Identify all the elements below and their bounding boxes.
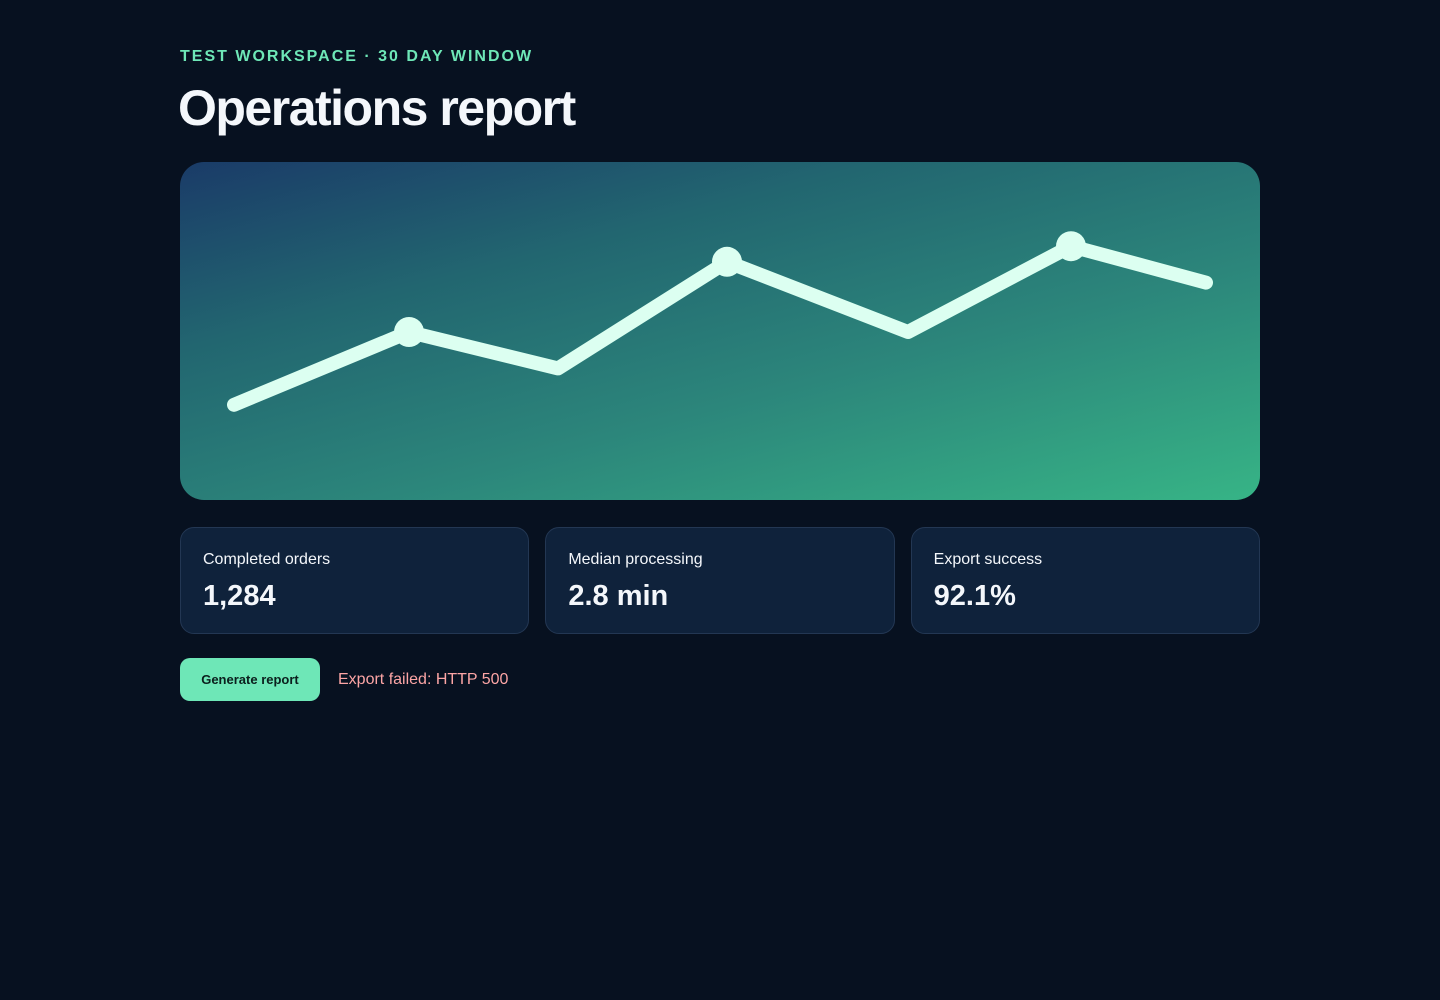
page-title: Operations report xyxy=(178,80,576,136)
median-processing-label: Median processing xyxy=(568,551,703,568)
operations-trend-chart xyxy=(180,162,1260,500)
workspace-window-label: Test workspace · 30 day window xyxy=(180,48,534,65)
export-success-label: Export success xyxy=(933,551,1043,568)
completed-orders-card: Completed orders 1,284 xyxy=(180,527,530,634)
operations-trend-chart-svg xyxy=(227,231,1213,412)
report-actions: Generate report Export failed: HTTP 500 xyxy=(180,658,508,701)
completed-orders-label: Completed orders xyxy=(203,551,331,568)
generate-report-button[interactable]: Generate report xyxy=(180,658,320,701)
trend-point-3 xyxy=(1056,231,1086,262)
trend-point-1 xyxy=(394,317,424,347)
trend-points xyxy=(394,231,1086,347)
trend-point-2 xyxy=(712,246,742,277)
export-error-message: Export failed: HTTP 500 xyxy=(338,670,509,688)
export-success-card: Export success 92.1% xyxy=(910,527,1260,634)
completed-orders-value: 1,284 xyxy=(203,580,276,612)
median-processing-card: Median processing 2.8 min xyxy=(545,527,895,634)
median-processing-value: 2.8 min xyxy=(568,580,669,612)
export-success-value: 92.1% xyxy=(933,580,1016,612)
summary-stats: Completed orders 1,284 Median processing… xyxy=(180,527,1260,634)
